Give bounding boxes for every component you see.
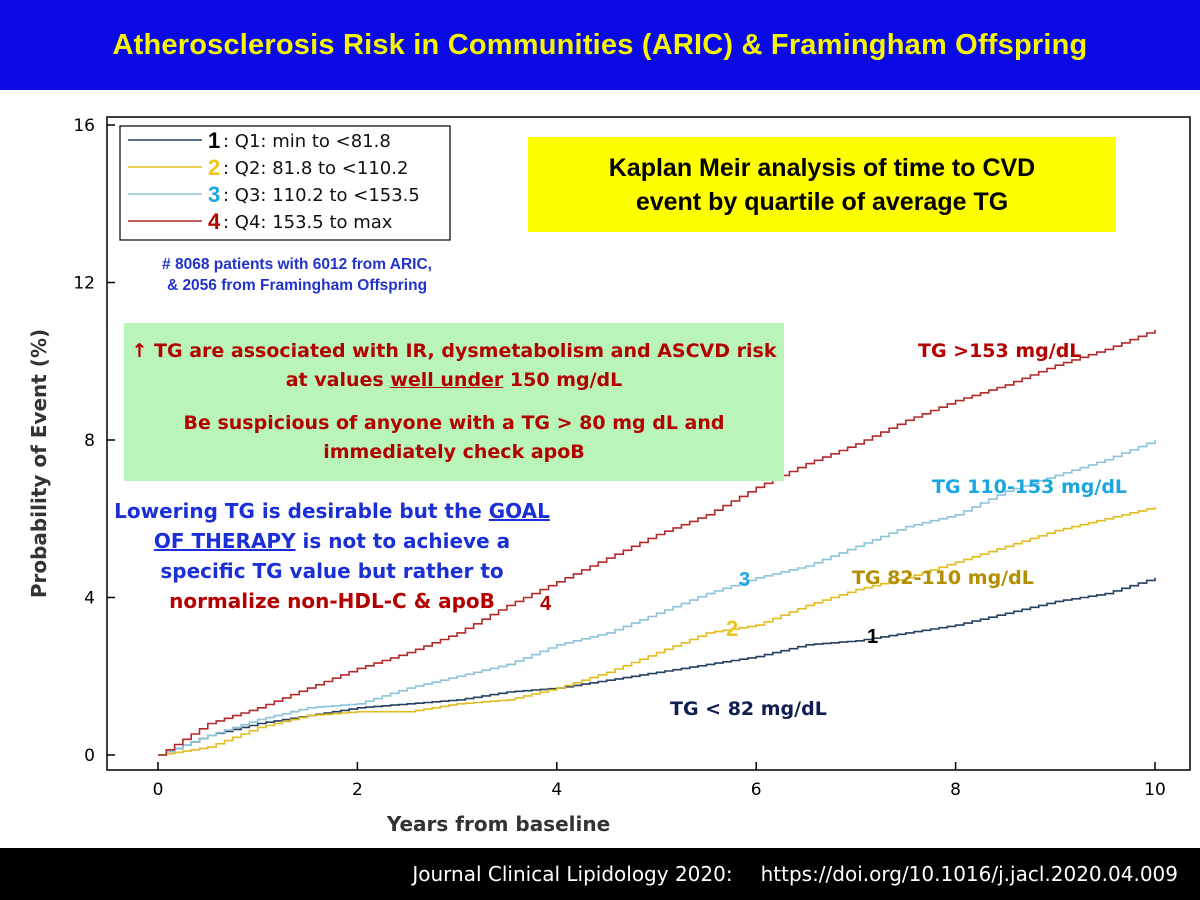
curve-annotation-q3: TG 110-153 mg/dL [932,476,1127,498]
legend-number-q1: 1 [208,128,220,153]
km-callout-line-1: Kaplan Meir analysis of time to CVD [608,153,1036,182]
x-tick-label: 6 [751,780,762,800]
curve-annotation-q2: TG 82-110 mg/dL [852,567,1034,589]
curve-number-4: 4 [540,593,552,615]
x-axis-label: Years from baseline [386,812,610,836]
legend-label-q3: : Q3: 110.2 to <153.5 [223,185,420,206]
x-tick-label: 4 [551,780,562,800]
legend-number-q2: 2 [208,155,220,180]
series-line-q3 [158,440,1156,756]
therapy-text-end: normalize non-HDL-C & apoB [169,589,495,613]
legend-number-q4: 4 [208,209,221,234]
plot-frame [106,116,1191,771]
series-line-q2 [158,506,1156,756]
x-tick-label: 0 [153,780,164,800]
tg-risk-callout: ↑ TG are associated with IR, dysmetaboli… [124,323,784,481]
tg-risk-paragraph: ↑ TG are associated with IR, dysmetaboli… [124,337,784,395]
title-banner: Atherosclerosis Risk in Communities (ARI… [0,0,1200,90]
legend-label-q1: : Q1: min to <81.8 [223,131,391,152]
series-line-q4 [158,329,1156,756]
kaplan-meier-callout: Kaplan Meir analysis of time to CVD even… [528,137,1116,232]
curve-annotation-q4: TG >153 mg/dL [918,340,1081,362]
km-callout-line-2: event by quartile of average TG [635,187,1009,216]
footer-bar: Journal Clinical Lipidology 2020: https:… [0,848,1200,900]
curve-number-3: 3 [739,569,750,591]
patients-note-line-2: & 2056 from Framingham Offspring [166,277,428,294]
x-tick-label: 8 [950,780,961,800]
y-tick-label: 4 [84,589,95,609]
series-line-q1 [158,577,1156,756]
curve-number-2: 2 [726,616,738,641]
y-axis-label: Probability of Event (%) [27,329,51,598]
legend-number-q3: 3 [208,182,220,207]
journal-citation: Journal Clinical Lipidology 2020: [412,862,733,886]
x-tick-label: 2 [352,780,363,800]
curve-annotation-q1: TG < 82 mg/dL [670,698,827,720]
tg-risk-text-start: ↑ TG are associated with IR, dysmetaboli… [131,340,777,391]
doi-link[interactable]: https://doi.org/10.1016/j.jacl.2020.04.0… [760,862,1178,886]
tg-risk-underlined: well under [390,369,504,391]
therapy-text-start: Lowering TG is desirable but the [114,499,489,523]
y-tick-label: 0 [84,746,95,766]
legend-label-q4: : Q4: 153.5 to max [223,212,393,233]
x-tick-label: 10 [1144,780,1166,800]
therapy-text-middle: is not to achieve a specific TG value bu… [160,529,511,583]
patients-note-line-1: # 8068 patients with 6012 from ARIC, [162,256,432,273]
y-tick-label: 12 [73,274,95,294]
apob-advice-paragraph: Be suspicious of anyone with a TG > 80 m… [183,412,725,463]
y-tick-label: 8 [84,431,95,451]
patients-note: # 8068 patients with 6012 from ARIC, & 2… [112,254,482,296]
y-tick-label: 16 [73,116,95,136]
curve-number-1: 1 [867,626,878,648]
therapy-goal-underlined: GOAL OF THERAPY [153,499,550,553]
therapy-goal-note: Lowering TG is desirable but the GOAL OF… [112,496,552,616]
tg-risk-text-end: 150 mg/dL [503,369,623,391]
page-title: Atherosclerosis Risk in Communities (ARI… [112,28,1088,61]
legend-label-q2: : Q2: 81.8 to <110.2 [223,158,408,179]
